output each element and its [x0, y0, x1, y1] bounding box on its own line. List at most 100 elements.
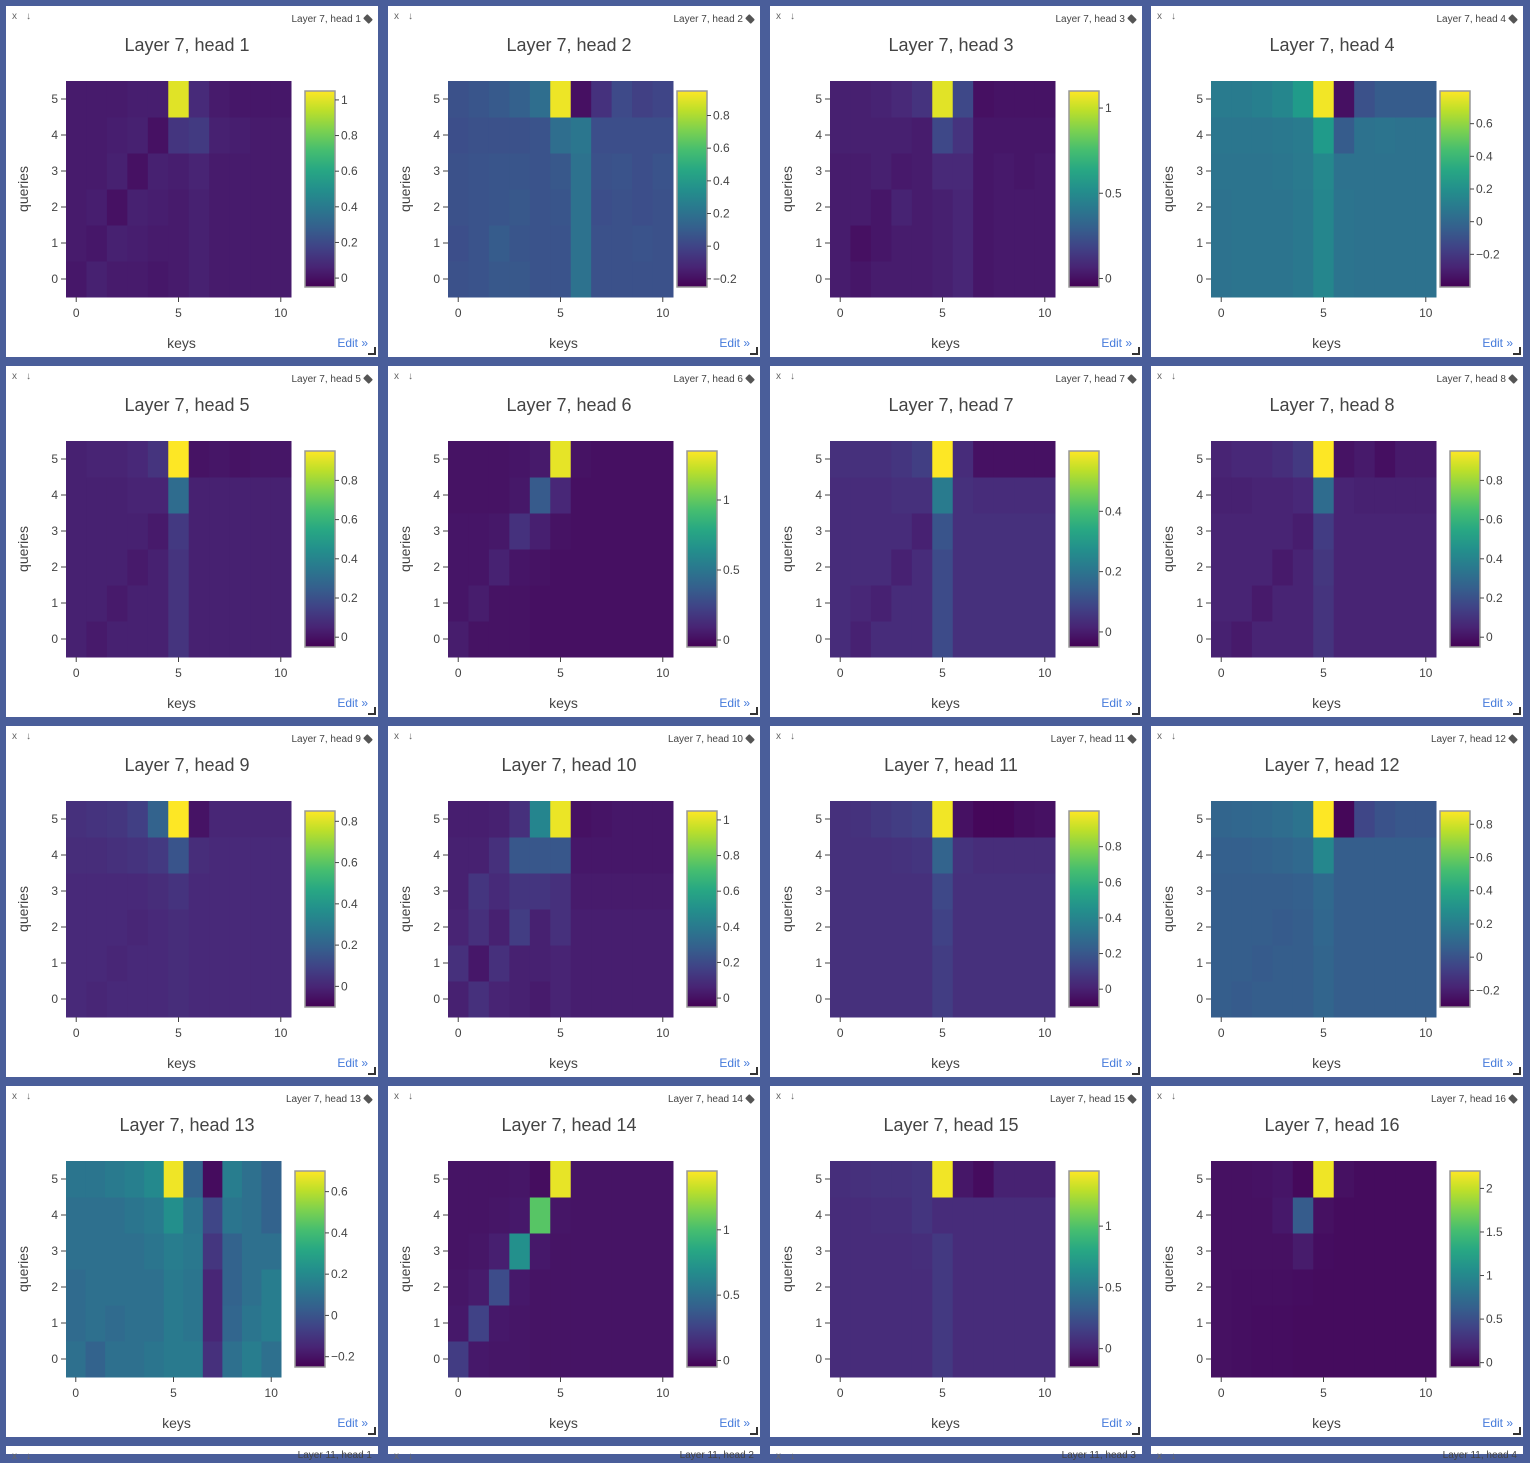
edit-link[interactable]: Edit »: [719, 1056, 750, 1070]
resize-handle[interactable]: [368, 347, 376, 355]
heatmap-cell: [250, 513, 272, 550]
edit-link[interactable]: Edit »: [1482, 1056, 1513, 1070]
heatmap-cell: [1415, 441, 1437, 478]
y-tick-label: 4: [433, 848, 440, 862]
heatmap-cell: [468, 801, 490, 838]
close-button[interactable]: x: [776, 1091, 781, 1102]
download-button[interactable]: ↓: [1171, 371, 1176, 382]
close-button[interactable]: x: [12, 1451, 17, 1462]
heatmap-cell: [147, 477, 169, 514]
edit-link[interactable]: Edit »: [719, 336, 750, 350]
close-button[interactable]: x: [394, 1091, 399, 1102]
resize-handle[interactable]: [1513, 707, 1521, 715]
heatmap-cell: [973, 549, 995, 586]
resize-handle[interactable]: [750, 1427, 758, 1435]
edit-link[interactable]: Edit »: [1482, 1416, 1513, 1430]
edit-link[interactable]: Edit »: [1482, 336, 1513, 350]
resize-handle[interactable]: [1513, 1067, 1521, 1075]
y-axis-label: queries: [397, 526, 413, 572]
download-button[interactable]: ↓: [26, 1451, 31, 1462]
download-button[interactable]: ↓: [790, 11, 795, 22]
edit-link[interactable]: Edit »: [337, 336, 368, 350]
close-button[interactable]: x: [776, 731, 781, 742]
resize-handle[interactable]: [1132, 1067, 1140, 1075]
close-button[interactable]: x: [12, 371, 17, 382]
close-button[interactable]: x: [776, 11, 781, 22]
resize-handle[interactable]: [1132, 1427, 1140, 1435]
heatmap-chart: Layer 7, head 13 0 5 10 0 1 2 3 4 5 keys queries 0.6…: [15, 1115, 355, 1431]
heatmap-cell: [1272, 117, 1294, 154]
edit-link[interactable]: Edit »: [1101, 1056, 1132, 1070]
colorbar: [1068, 1170, 1100, 1368]
close-button[interactable]: x: [394, 731, 399, 742]
resize-handle[interactable]: [1513, 1427, 1521, 1435]
download-button[interactable]: ↓: [790, 1451, 795, 1462]
x-axis-label: keys: [549, 335, 578, 351]
edit-link[interactable]: Edit »: [337, 1056, 368, 1070]
heatmap-cell: [850, 945, 872, 982]
resize-handle[interactable]: [750, 347, 758, 355]
close-button[interactable]: x: [12, 11, 17, 22]
download-button[interactable]: ↓: [1171, 1451, 1176, 1462]
edit-link[interactable]: Edit »: [337, 696, 368, 710]
edit-link[interactable]: Edit »: [1101, 696, 1132, 710]
edit-link[interactable]: Edit »: [719, 696, 750, 710]
download-button[interactable]: ↓: [790, 371, 795, 382]
heatmap-cell: [1333, 1269, 1355, 1306]
heatmap-cell: [550, 441, 572, 478]
close-button[interactable]: x: [1157, 11, 1162, 22]
close-button[interactable]: x: [1157, 1451, 1162, 1462]
download-button[interactable]: ↓: [26, 11, 31, 22]
download-button[interactable]: ↓: [408, 1451, 413, 1462]
heatmap-cell: [448, 981, 469, 1018]
download-button[interactable]: ↓: [1171, 731, 1176, 742]
download-button[interactable]: ↓: [408, 1091, 413, 1102]
resize-handle[interactable]: [1132, 347, 1140, 355]
resize-handle[interactable]: [750, 1067, 758, 1075]
edit-link[interactable]: Edit »: [1101, 1416, 1132, 1430]
download-button[interactable]: ↓: [26, 371, 31, 382]
download-button[interactable]: ↓: [408, 11, 413, 22]
heatmap-cell: [611, 1233, 633, 1270]
heatmap-cell: [1415, 621, 1437, 658]
close-button[interactable]: x: [1157, 731, 1162, 742]
heatmap-cell: [1211, 585, 1232, 622]
download-button[interactable]: ↓: [26, 1091, 31, 1102]
colorbar-tick-label: 1: [341, 93, 348, 107]
resize-handle[interactable]: [1513, 347, 1521, 355]
download-button[interactable]: ↓: [790, 731, 795, 742]
download-button[interactable]: ↓: [1171, 1091, 1176, 1102]
heatmap-cell: [1231, 189, 1253, 226]
edit-link[interactable]: Edit »: [1101, 336, 1132, 350]
heatmap-cell: [147, 873, 169, 910]
resize-handle[interactable]: [750, 707, 758, 715]
close-button[interactable]: x: [776, 1451, 781, 1462]
close-button[interactable]: x: [12, 1091, 17, 1102]
close-button[interactable]: x: [1157, 1091, 1162, 1102]
heatmap-cell: [448, 261, 469, 298]
colorbar-tick-label: −0.2: [713, 272, 737, 286]
download-button[interactable]: ↓: [790, 1091, 795, 1102]
resize-handle[interactable]: [368, 1067, 376, 1075]
close-button[interactable]: x: [776, 371, 781, 382]
edit-link[interactable]: Edit »: [1482, 696, 1513, 710]
download-button[interactable]: ↓: [408, 731, 413, 742]
chart-title: Layer 7, head 4: [1269, 35, 1394, 55]
heatmap-cell: [550, 1305, 572, 1342]
resize-handle[interactable]: [368, 707, 376, 715]
close-button[interactable]: x: [394, 371, 399, 382]
heatmap-cell: [124, 1269, 145, 1306]
download-button[interactable]: ↓: [26, 731, 31, 742]
close-button[interactable]: x: [394, 1451, 399, 1462]
close-button[interactable]: x: [394, 11, 399, 22]
download-button[interactable]: ↓: [1171, 11, 1176, 22]
download-button[interactable]: ↓: [408, 371, 413, 382]
edit-link[interactable]: Edit »: [337, 1416, 368, 1430]
resize-handle[interactable]: [1132, 707, 1140, 715]
edit-link[interactable]: Edit »: [719, 1416, 750, 1430]
heatmap-cell: [127, 189, 149, 226]
heatmap-cell: [1211, 189, 1232, 226]
close-button[interactable]: x: [12, 731, 17, 742]
resize-handle[interactable]: [368, 1427, 376, 1435]
close-button[interactable]: x: [1157, 371, 1162, 382]
